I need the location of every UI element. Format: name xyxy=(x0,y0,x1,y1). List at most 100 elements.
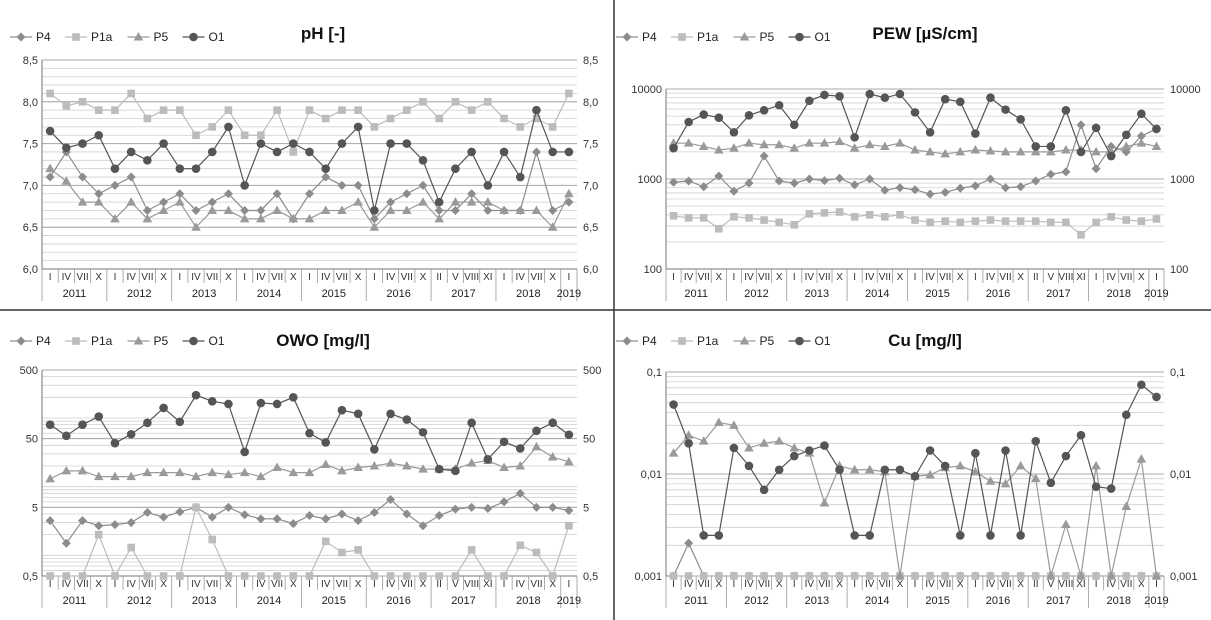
point-p1a xyxy=(386,114,395,123)
chart-title: OWO [mg/l] xyxy=(276,331,369,350)
point-o1 xyxy=(805,96,814,106)
point-o1 xyxy=(789,120,799,130)
point-p4 xyxy=(895,183,905,193)
point-p4 xyxy=(1046,169,1056,179)
point-p4 xyxy=(175,507,185,517)
y-tick-label-right: 50 xyxy=(583,434,595,446)
y-tick-label-right: 6,5 xyxy=(583,222,598,234)
point-o1 xyxy=(955,97,965,107)
point-p4 xyxy=(684,538,694,548)
point-p1a xyxy=(1107,213,1115,221)
x-tick-label: VII xyxy=(336,579,348,590)
point-p5 xyxy=(864,139,875,149)
point-p5 xyxy=(337,205,347,214)
y-tick-label-right: 8,5 xyxy=(583,55,598,67)
legend-item-p1a: P1a xyxy=(671,334,719,348)
legend-item-p4: P4 xyxy=(616,334,657,348)
point-o1 xyxy=(1031,142,1041,151)
point-p5 xyxy=(864,464,875,474)
y-tick-label-right: 0,1 xyxy=(1170,367,1185,379)
point-o1 xyxy=(305,428,314,438)
x-tick-label: I xyxy=(914,579,917,590)
point-p5 xyxy=(683,138,694,147)
point-p5 xyxy=(126,197,136,206)
point-p4 xyxy=(272,514,282,524)
point-p1a xyxy=(484,572,492,580)
point-p4 xyxy=(369,214,379,224)
legend-label: P4 xyxy=(36,30,51,44)
y-tick-label-left: 0,001 xyxy=(634,571,662,583)
year-label: 2013 xyxy=(805,595,829,607)
point-o1 xyxy=(1001,446,1010,455)
point-p5 xyxy=(698,141,709,150)
series-p1a xyxy=(46,89,573,156)
year-label: 2014 xyxy=(257,288,281,300)
legend-item-p1a: P1a xyxy=(65,334,113,348)
point-p5 xyxy=(744,138,754,147)
point-p5 xyxy=(272,205,282,214)
point-p5 xyxy=(320,459,331,469)
point-p4 xyxy=(142,205,152,215)
point-o1 xyxy=(224,399,233,409)
point-p1a xyxy=(192,131,200,140)
point-p5 xyxy=(142,213,153,223)
point-p4 xyxy=(223,189,233,199)
point-p4 xyxy=(305,511,314,521)
point-p1a xyxy=(699,572,708,580)
point-p4 xyxy=(110,180,120,190)
point-p4 xyxy=(925,189,935,199)
x-tick-label: X xyxy=(95,579,102,590)
legend-item-p4: P4 xyxy=(10,334,51,348)
legend-label: P1a xyxy=(697,334,719,348)
point-p4 xyxy=(789,178,799,188)
point-p5 xyxy=(466,197,477,206)
point-p5 xyxy=(483,197,493,206)
point-p5 xyxy=(288,467,299,477)
point-p5 xyxy=(1151,141,1162,150)
point-p5 xyxy=(191,222,201,231)
point-p1a xyxy=(208,123,217,131)
x-tick-label: IV xyxy=(62,272,72,283)
x-tick-label: VII xyxy=(698,579,710,590)
point-o1 xyxy=(256,398,266,408)
point-o1 xyxy=(515,172,525,182)
point-p1a xyxy=(94,530,103,539)
point-o1 xyxy=(744,111,754,120)
year-label: 2018 xyxy=(516,288,540,300)
point-p5 xyxy=(1061,519,1071,528)
point-p4 xyxy=(729,186,739,196)
year-label: 2017 xyxy=(451,595,475,607)
point-p5 xyxy=(714,417,724,426)
point-o1 xyxy=(321,438,331,447)
legend-label: P4 xyxy=(36,334,51,348)
point-p1a xyxy=(1016,572,1025,580)
x-tick-label: X xyxy=(715,579,722,590)
x-tick-label: X xyxy=(957,272,964,283)
point-o1 xyxy=(62,143,71,153)
point-o1 xyxy=(467,147,476,157)
point-p4 xyxy=(126,518,136,528)
legend-item-p4: P4 xyxy=(616,30,657,44)
x-tick-label: I xyxy=(568,272,571,283)
point-p4 xyxy=(564,197,574,207)
point-p1a xyxy=(926,572,934,580)
x-tick-label: I xyxy=(49,579,52,590)
point-o1 xyxy=(386,139,395,148)
point-p5 xyxy=(515,460,526,470)
x-tick-label: IV xyxy=(256,272,266,283)
point-p5 xyxy=(759,438,769,447)
point-p5 xyxy=(880,141,890,150)
point-p1a xyxy=(850,572,859,580)
point-p1a xyxy=(971,572,980,580)
point-p1a xyxy=(684,572,693,580)
point-o1 xyxy=(175,417,185,427)
year-label: 2013 xyxy=(805,288,829,300)
chart-title: Cu [mg/l] xyxy=(888,331,962,350)
point-p5 xyxy=(77,197,88,206)
point-p5 xyxy=(434,213,444,223)
x-tick-label: IV xyxy=(986,579,996,590)
point-p4 xyxy=(819,176,829,186)
point-p1a xyxy=(143,114,152,123)
y-tick-label-left: 0,5 xyxy=(23,571,38,583)
point-p1a xyxy=(956,218,965,227)
